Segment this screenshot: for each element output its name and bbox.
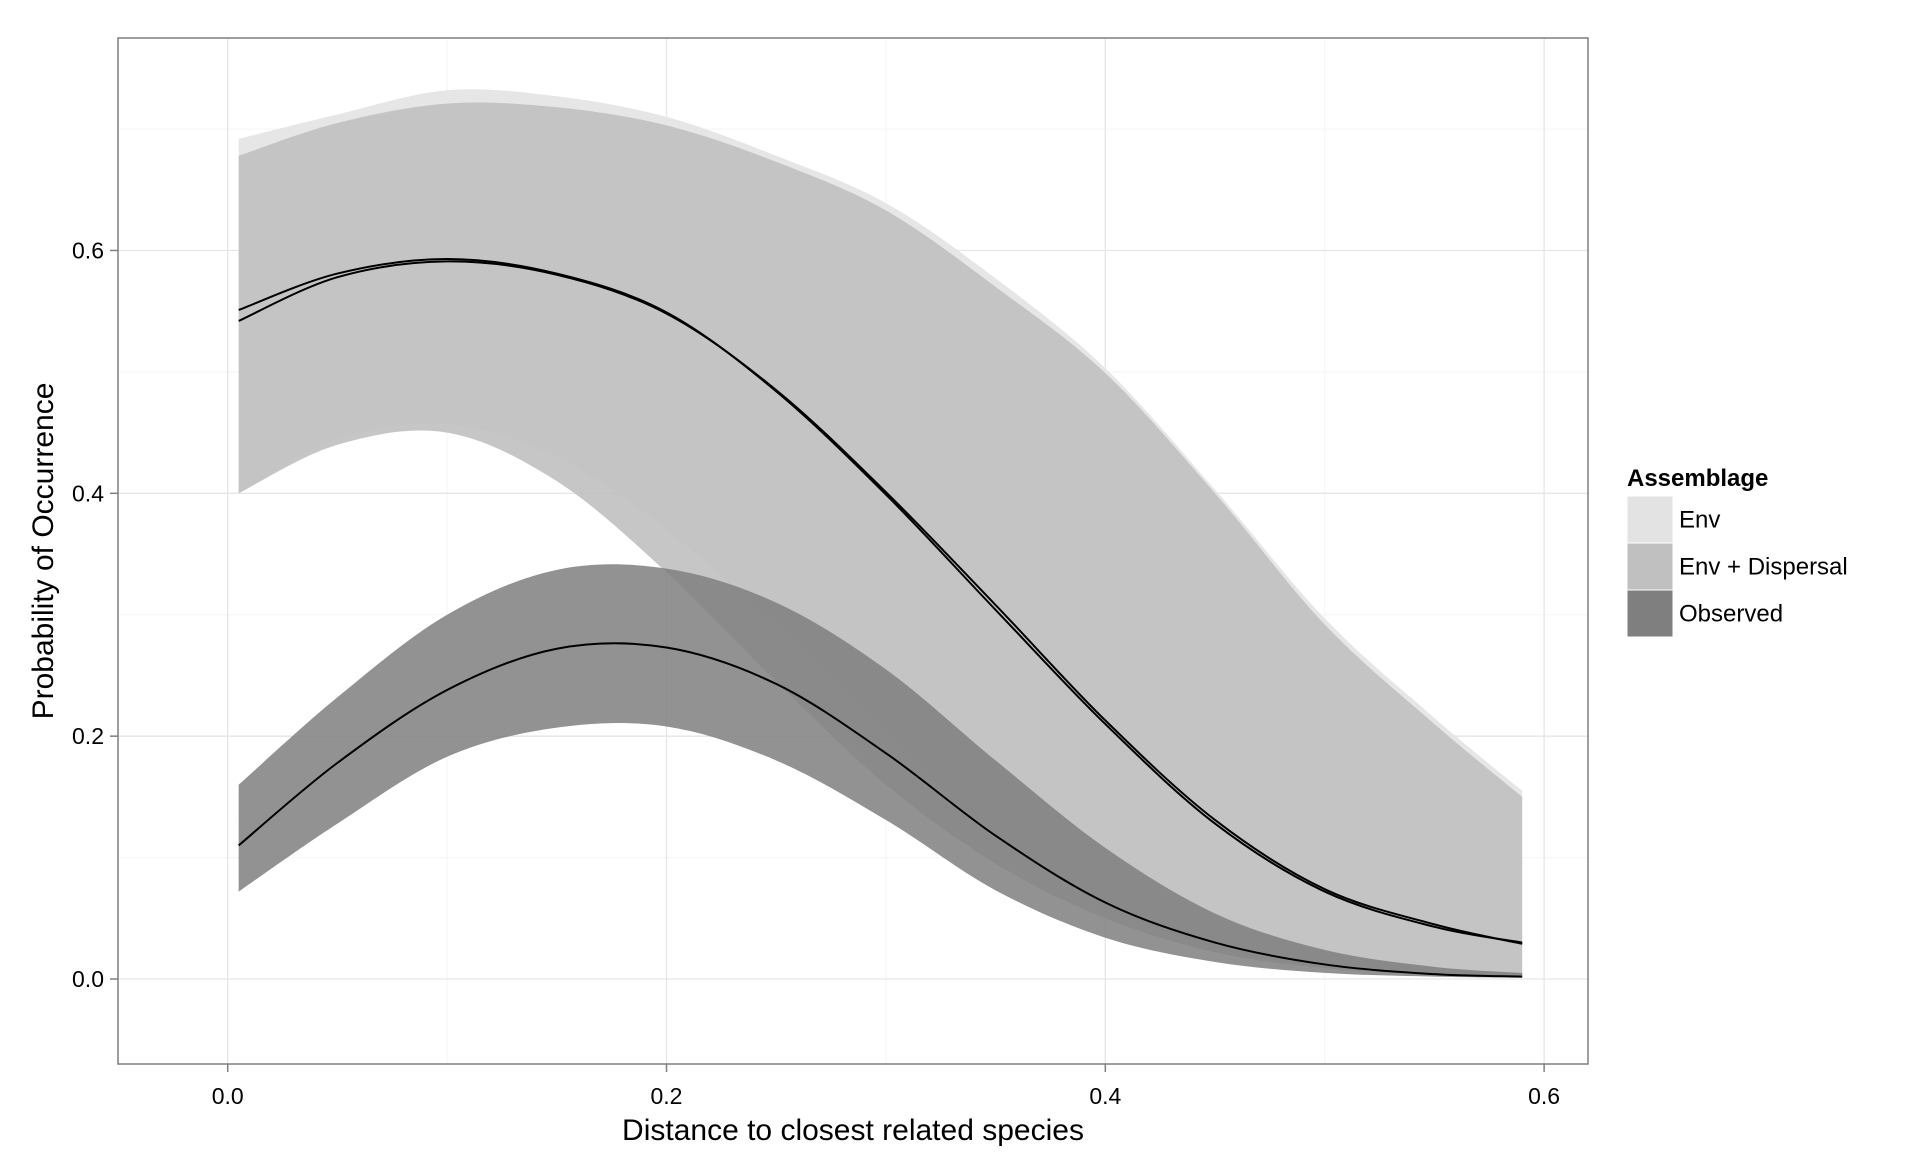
legend-key [1626,589,1674,638]
y-axis-ticks: 0.0 0.2 0.4 0.6 [72,237,118,992]
y-tick-label: 0.0 [72,966,104,992]
line-observed [238,642,1523,978]
x-tick-label: 0.2 [651,1083,683,1109]
ribbon-observed [238,564,1523,978]
y-axis-label: Probability of Occurrence [27,383,60,720]
legend: Assemblage Env Env + Dispersal Observed [1626,465,1848,638]
legend-keys: Env Env + Dispersal Observed [1626,495,1848,638]
x-tick-label: 0.6 [1528,1083,1560,1109]
legend-label: Env + Dispersal [1679,554,1848,581]
y-tick-label: 0.2 [72,723,104,749]
line-env-dispersal [238,257,1523,944]
y-tick-label: 0.6 [72,237,104,263]
line-layer [238,257,1523,978]
legend-key [1626,542,1674,591]
ribbon-layer [238,89,1523,978]
legend-key [1626,495,1674,544]
legend-label: Observed [1679,601,1783,628]
x-tick-label: 0.4 [1089,1083,1121,1109]
panel-border [117,37,1589,1065]
x-axis-ticks: 0.0 0.2 0.4 0.6 [212,1064,1560,1109]
legend-label: Env [1679,507,1720,534]
legend-title: Assemblage [1627,465,1768,492]
x-axis-label: Distance to closest related species [622,1114,1084,1147]
x-tick-label: 0.0 [212,1083,244,1109]
ribbon-env-dispersal [238,102,1523,977]
y-tick-label: 0.4 [72,480,104,506]
line-env [238,260,1523,945]
